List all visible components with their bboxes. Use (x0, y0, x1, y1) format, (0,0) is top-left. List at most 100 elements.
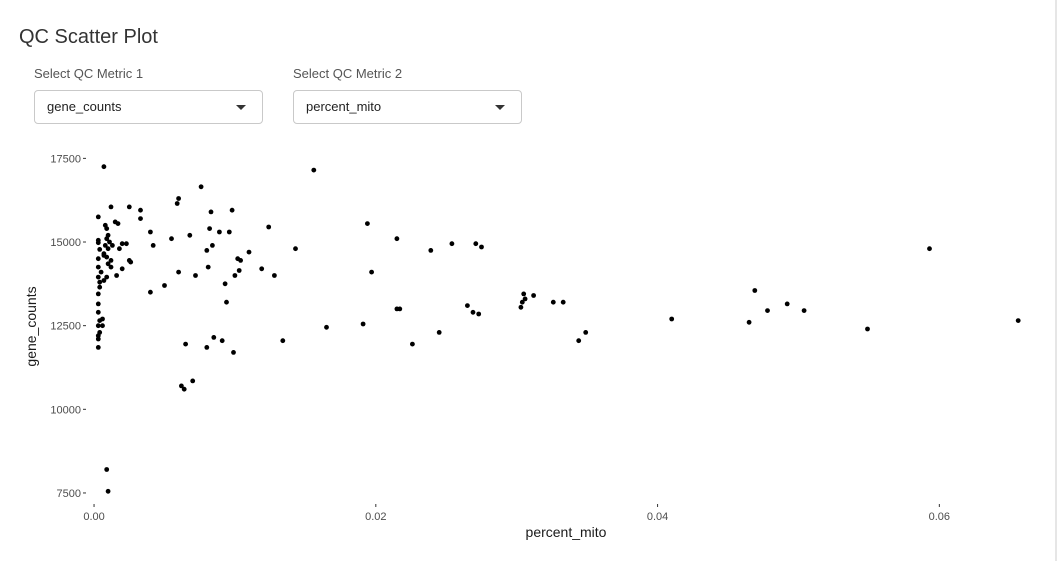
data-point (95, 291, 101, 297)
data-point (927, 246, 932, 252)
plot-points (95, 164, 1021, 494)
data-point (95, 336, 101, 342)
data-point (107, 239, 112, 245)
qc-metric-1-control: Select QC Metric 1 gene_counts (34, 66, 264, 124)
x-axis-title: percent_mito (526, 524, 607, 540)
data-point (550, 299, 556, 305)
data-point (231, 350, 236, 355)
data-point (176, 196, 182, 201)
data-point (105, 261, 111, 267)
data-point (97, 284, 103, 290)
data-point (293, 246, 298, 252)
data-point (865, 326, 870, 332)
data-point (114, 273, 119, 278)
data-point (236, 268, 242, 273)
data-point (436, 330, 442, 335)
data-point (669, 316, 675, 322)
data-point (360, 321, 366, 327)
y-tick-label: 10000 (50, 404, 81, 416)
data-point (311, 167, 317, 173)
data-point (101, 253, 107, 258)
data-point (473, 241, 479, 247)
data-point (119, 266, 125, 272)
data-point (98, 269, 104, 275)
data-point (108, 258, 114, 263)
data-point (465, 303, 470, 308)
qc-metric-1-select[interactable]: gene_counts (34, 90, 263, 124)
data-point (97, 247, 103, 252)
data-point (95, 256, 101, 262)
data-point (576, 338, 582, 344)
data-point (95, 301, 101, 307)
data-point (280, 338, 286, 344)
caret-down-icon (495, 105, 505, 110)
data-point (449, 241, 455, 247)
data-point (181, 386, 187, 392)
data-point (746, 319, 752, 325)
data-point (224, 299, 229, 305)
data-point (95, 333, 101, 339)
data-point (476, 311, 482, 317)
qc-metric-2-select[interactable]: percent_mito (293, 90, 522, 124)
caret-down-icon (236, 105, 246, 110)
data-point (272, 273, 277, 278)
data-point (128, 259, 134, 265)
data-point (324, 324, 329, 330)
data-point (95, 240, 101, 246)
data-point (119, 241, 125, 247)
x-tick-label: 0.00 (83, 511, 104, 523)
data-point (105, 488, 111, 494)
data-point (765, 308, 770, 313)
data-point (110, 243, 115, 248)
qc-metric-1-label: Select QC Metric 1 (34, 66, 144, 81)
data-point (100, 316, 105, 322)
data-point (126, 204, 132, 210)
data-point (108, 264, 114, 270)
data-point (205, 264, 211, 270)
data-point (95, 214, 101, 220)
data-point (115, 221, 121, 227)
data-point (124, 241, 129, 247)
data-point (369, 269, 374, 275)
data-point (1015, 318, 1021, 323)
data-point (95, 274, 101, 280)
x-tick-label: 0.06 (929, 511, 950, 523)
x-tick-label: 0.02 (365, 511, 386, 523)
data-point (521, 291, 527, 297)
y-tick-label: 12500 (50, 321, 81, 333)
data-point (397, 306, 403, 312)
data-point (150, 243, 156, 248)
data-point (104, 467, 110, 472)
data-point (229, 207, 235, 213)
qc-metric-2-label: Select QC Metric 2 (293, 66, 403, 81)
data-point (169, 236, 174, 242)
data-point (394, 236, 400, 242)
qc-metric-1-value: gene_counts (47, 99, 122, 114)
data-point (266, 224, 272, 230)
data-point (102, 243, 108, 248)
data-point (222, 281, 228, 287)
y-axis-title: gene_counts (23, 286, 39, 366)
data-point (522, 296, 528, 302)
data-point (752, 288, 758, 293)
data-point (238, 258, 244, 263)
page-title: QC Scatter Plot (19, 26, 158, 48)
data-point (226, 229, 232, 235)
data-point (183, 341, 189, 347)
data-point (583, 330, 589, 335)
data-point (101, 164, 107, 170)
data-point (470, 309, 476, 315)
data-point (217, 229, 222, 235)
data-point (95, 309, 101, 315)
data-point (365, 221, 370, 227)
data-point (105, 232, 111, 238)
data-point (801, 308, 807, 313)
y-tick-label: 15000 (50, 237, 81, 249)
data-point (211, 335, 217, 340)
data-point (176, 269, 182, 275)
data-point (410, 341, 415, 347)
data-point (259, 266, 265, 272)
data-point (95, 345, 101, 350)
data-point (101, 278, 107, 283)
